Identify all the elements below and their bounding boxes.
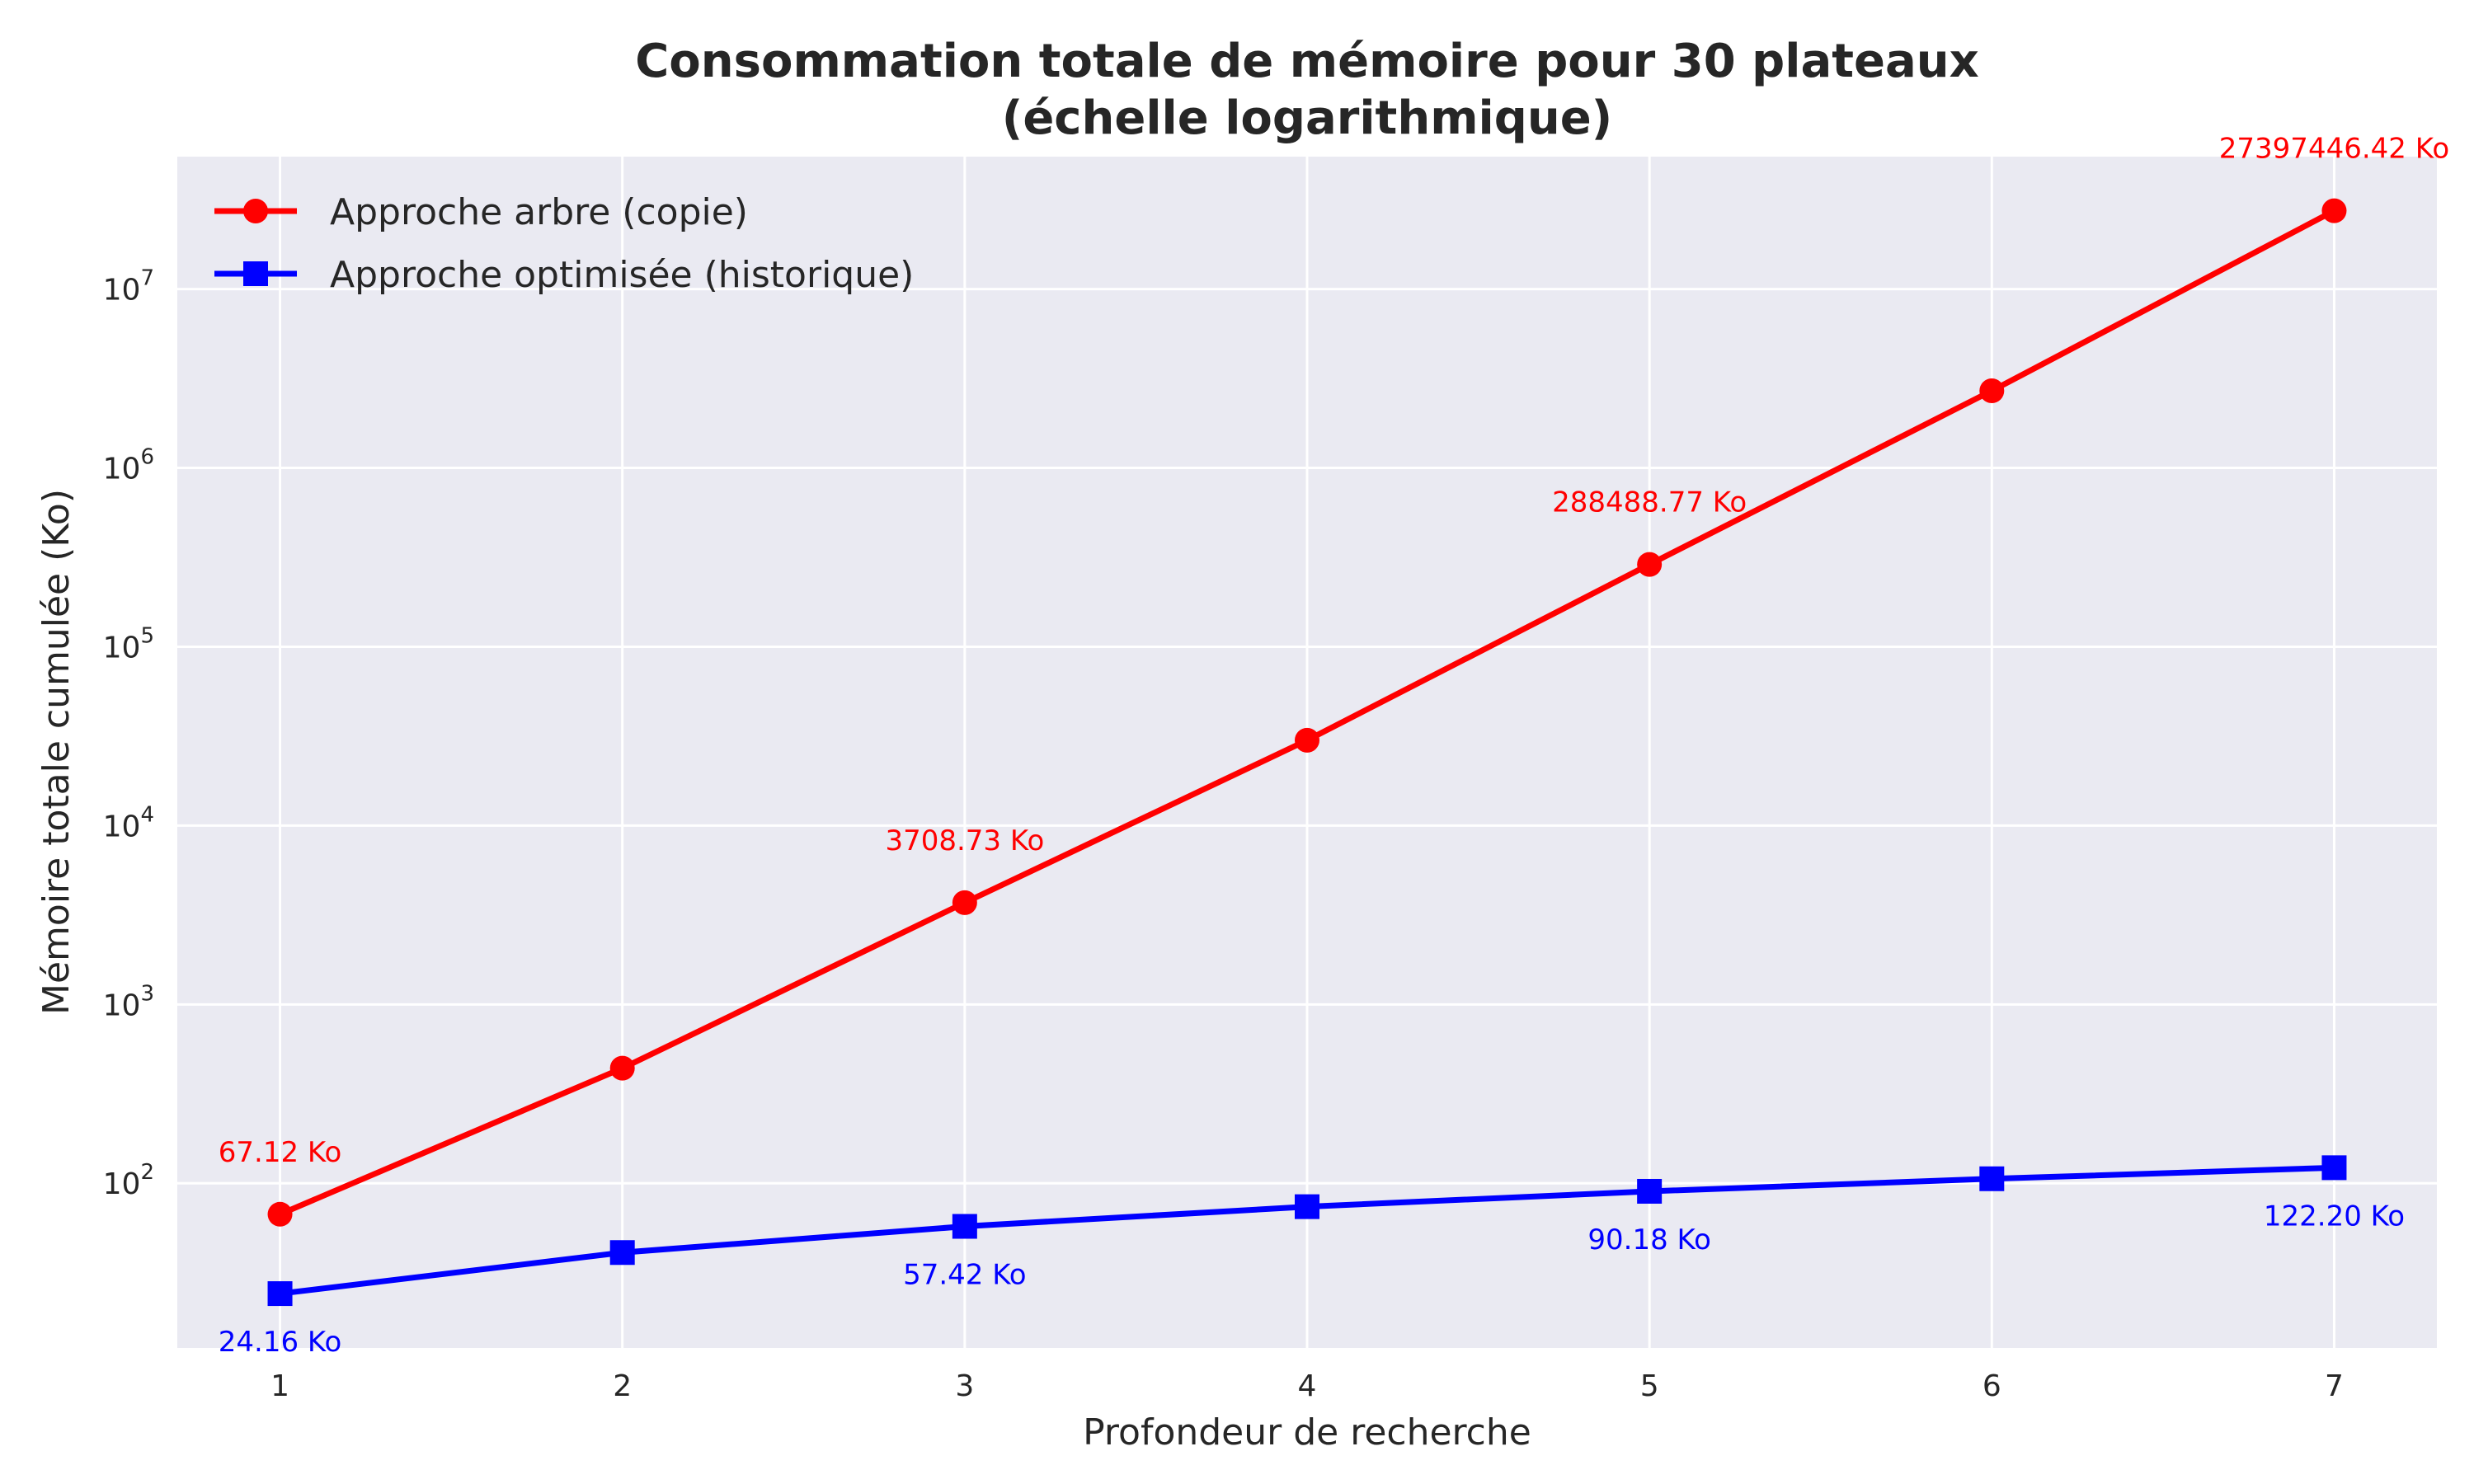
legend-label-optimized: Approche optimisée (historique) (330, 254, 914, 296)
x-tick-label: 4 (1298, 1369, 1317, 1403)
y-tick-label: 107 (103, 266, 154, 308)
y-tick-exponent: 6 (140, 445, 154, 470)
data-point-tree (609, 1055, 635, 1081)
data-label-optimized: 90.18 Ko (1587, 1223, 1711, 1256)
y-tick-base: 10 (103, 810, 141, 843)
data-point-optimized (1637, 1178, 1663, 1204)
data-label-tree: 3708.73 Ko (885, 824, 1044, 857)
data-label-optimized: 24.16 Ko (219, 1326, 342, 1359)
data-point-tree (952, 890, 977, 915)
y-axis-label: Mémoire totale cumulée (Ko) (35, 489, 78, 1015)
data-label-tree: 288488.77 Ko (1552, 486, 1747, 519)
legend-marker-tree (243, 199, 268, 223)
data-point-tree (267, 1201, 293, 1227)
grid (177, 157, 2437, 1348)
y-tick-exponent: 2 (140, 1160, 154, 1185)
data-point-tree (1979, 378, 2005, 403)
legend-label-tree: Approche arbre (copie) (330, 191, 748, 233)
y-tick-label: 103 (103, 981, 154, 1022)
x-tick-label: 7 (2325, 1369, 2344, 1403)
y-tick-base: 10 (103, 1167, 141, 1201)
x-tick-label: 2 (613, 1369, 632, 1403)
y-tick-exponent: 3 (140, 981, 154, 1006)
y-tick-base: 10 (103, 274, 141, 308)
data-point-optimized (267, 1281, 293, 1307)
x-tick-label: 1 (270, 1369, 289, 1403)
series-layer (267, 198, 2347, 1307)
x-tick-label: 6 (1982, 1369, 2001, 1403)
data-point-optimized (952, 1214, 977, 1239)
y-tick-exponent: 5 (140, 623, 154, 648)
y-tick-label: 106 (103, 445, 154, 486)
data-point-optimized (2321, 1155, 2347, 1181)
y-tick-label: 104 (103, 802, 154, 843)
data-point-optimized (1979, 1166, 2005, 1191)
data-point-optimized (1295, 1194, 1319, 1219)
data-point-tree (2321, 198, 2347, 223)
x-axis-ticks: 1 2 3 4 5 6 7 (270, 1369, 2344, 1403)
data-point-tree (1295, 727, 1319, 753)
y-tick-exponent: 7 (140, 266, 154, 291)
y-tick-label: 102 (103, 1160, 154, 1201)
chart-title-line2: (échelle logarithmique) (1002, 92, 1613, 145)
y-tick-base: 10 (103, 989, 141, 1022)
legend-marker-optimized (243, 261, 268, 286)
legend: Approche arbre (copie) Approche optimisée… (214, 191, 914, 296)
data-label-tree: 67.12 Ko (219, 1136, 342, 1169)
y-tick-base: 10 (103, 453, 141, 486)
x-tick-label: 5 (1640, 1369, 1659, 1403)
data-point-optimized (609, 1240, 635, 1266)
y-tick-label: 105 (103, 623, 154, 665)
chart-title-line1: Consommation totale de mémoire pour 30 p… (635, 35, 1979, 88)
y-tick-base: 10 (103, 631, 141, 665)
annotations: 67.12 Ko 3708.73 Ko 288488.77 Ko 27397446.4… (219, 133, 2449, 1359)
data-point-tree (1637, 552, 1663, 577)
data-label-tree: 27397446.42 Ko (2219, 133, 2449, 166)
y-tick-exponent: 4 (140, 802, 154, 827)
data-label-optimized: 122.20 Ko (2264, 1200, 2405, 1233)
x-axis-label: Profondeur de recherche (1083, 1411, 1531, 1453)
x-tick-label: 3 (955, 1369, 974, 1403)
data-label-optimized: 57.42 Ko (903, 1259, 1027, 1292)
